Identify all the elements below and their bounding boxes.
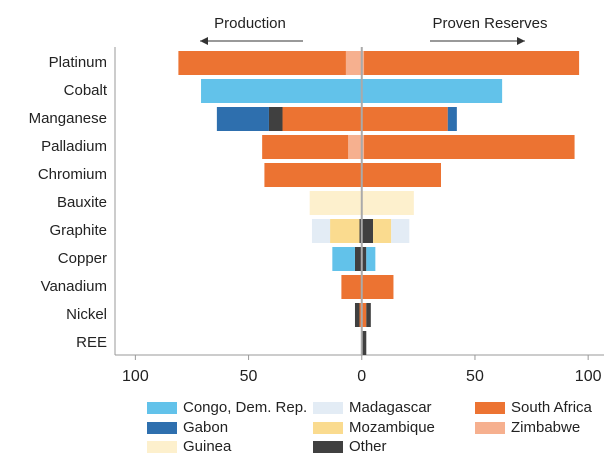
bar-segment [361, 275, 394, 299]
y-tick-label: Manganese [29, 110, 107, 127]
annotation: Proven Reserves [432, 15, 547, 32]
bar-segment [282, 107, 362, 131]
x-tick-label: 100 [122, 368, 149, 385]
y-tick-label: Graphite [49, 222, 107, 239]
legend-swatch [147, 402, 177, 414]
y-tick-label: Chromium [38, 166, 107, 183]
legend-swatch [475, 402, 505, 414]
legend-swatch [147, 422, 177, 434]
y-tick-label: REE [76, 334, 107, 351]
legend-label: Congo, Dem. Rep. [183, 399, 307, 416]
bar-segment [345, 51, 362, 75]
legend-swatch [313, 402, 343, 414]
bar-segment [366, 247, 376, 271]
bar-segment [268, 107, 283, 131]
x-tick-label: 50 [466, 368, 484, 385]
bar-segment [361, 79, 503, 103]
y-tick-label: Platinum [49, 54, 107, 71]
y-tick-label: Copper [58, 250, 107, 267]
legend-label: Madagascar [349, 399, 432, 416]
x-tick-label: 0 [357, 368, 366, 385]
legend-label: Zimbabwe [511, 419, 580, 436]
legend-label: Mozambique [349, 419, 435, 436]
legend-swatch [313, 441, 343, 453]
bar-segment [216, 107, 269, 131]
bar-segment [311, 219, 331, 243]
x-tick-label: 50 [240, 368, 258, 385]
arrow-head [517, 37, 525, 45]
bar-segment [348, 135, 362, 159]
bar-segment [361, 219, 374, 243]
bar-segment [391, 219, 410, 243]
bar-segment [262, 135, 349, 159]
bar-segment [361, 135, 365, 159]
bar-segment [364, 135, 575, 159]
y-tick-label: Cobalt [64, 82, 108, 99]
bar-segment [201, 79, 362, 103]
legend-swatch [147, 441, 177, 453]
bar-segment [361, 331, 367, 355]
bar-segment [373, 219, 392, 243]
annotation: Production [214, 15, 286, 32]
bar-segment [354, 303, 360, 327]
bar-segment [364, 51, 580, 75]
x-tick-label: 100 [575, 368, 602, 385]
bar-segment [359, 303, 362, 327]
arrow-head [200, 37, 208, 45]
bar-segment [361, 303, 367, 327]
y-tick-label: Nickel [66, 306, 107, 323]
bar-segment [354, 247, 362, 271]
bar-segment [332, 247, 355, 271]
bar-segment [330, 219, 360, 243]
bar-segment [341, 275, 362, 299]
bar-segment [447, 107, 457, 131]
legend-swatch [475, 422, 505, 434]
legend-swatch [313, 422, 343, 434]
legend-label: Gabon [183, 419, 228, 436]
legend-label: Guinea [183, 438, 232, 455]
bar-segment [366, 303, 371, 327]
bar-segment [361, 107, 448, 131]
bar-segment [178, 51, 346, 75]
bar-segment [309, 191, 362, 215]
y-tick-label: Bauxite [57, 194, 107, 211]
legend-label: Other [349, 438, 387, 455]
bar-segment [361, 163, 441, 187]
legend-label: South Africa [511, 399, 593, 416]
bar-segment [361, 191, 414, 215]
y-tick-label: Vanadium [41, 278, 107, 295]
bar-segment [361, 51, 365, 75]
bar-segment [359, 219, 362, 243]
bar-segment [361, 247, 367, 271]
bar-segment [264, 163, 362, 187]
y-tick-label: Palladium [41, 138, 107, 155]
